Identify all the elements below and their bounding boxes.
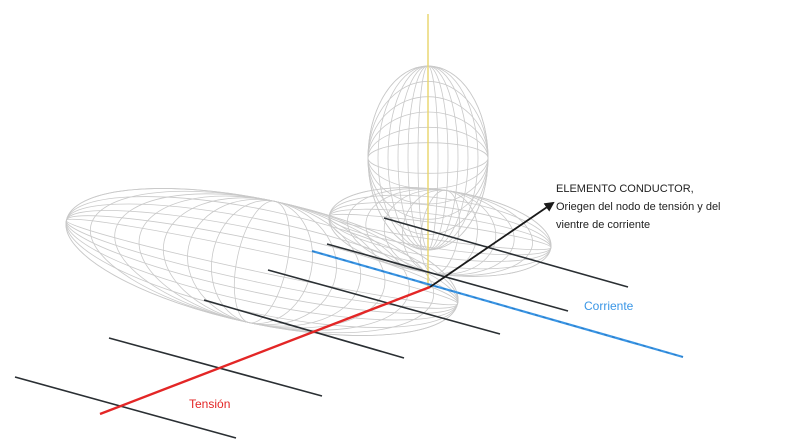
conductor-title: ELEMENTO CONDUCTOR, — [556, 183, 694, 195]
field-line — [383, 217, 629, 288]
wire-parallel — [65, 203, 459, 321]
wire-meridian — [187, 198, 337, 326]
field-line — [203, 299, 405, 359]
tension-line — [99, 285, 431, 416]
conductor-caption: ELEMENTO CONDUCTOR, Oriegen del nodo de … — [556, 180, 721, 234]
current-line-texture — [311, 250, 684, 358]
wire-meridian — [233, 200, 291, 324]
conductor-line-3: vientre de corriente — [556, 219, 651, 231]
wire-parallel — [65, 196, 459, 328]
field-line — [14, 376, 237, 439]
wire-meridian — [162, 197, 362, 327]
wire-parallel — [65, 188, 459, 336]
wire-meridian — [138, 195, 386, 329]
field-lines — [14, 217, 629, 439]
conductor-arrow — [429, 201, 555, 288]
tension-label: Tensión — [189, 397, 231, 411]
field-line — [326, 243, 569, 312]
current-label: Corriente — [584, 299, 634, 313]
right-radiation-lobe — [328, 187, 552, 277]
field-line — [108, 337, 323, 397]
field-line — [267, 269, 501, 335]
left-radiation-lobe — [65, 188, 459, 336]
conductor-line-2: Oriegen del nodo de tensión y del — [556, 201, 721, 213]
